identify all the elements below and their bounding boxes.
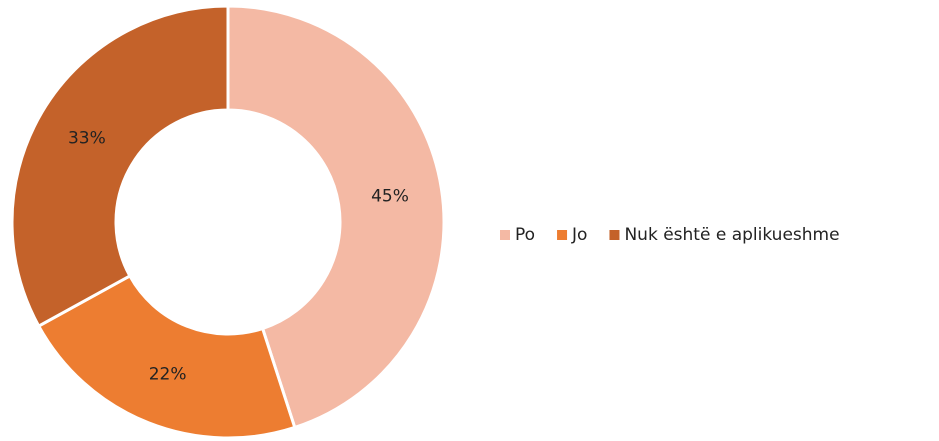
legend-swatch	[500, 230, 510, 240]
slice	[226, 4, 446, 430]
legend-label: Nuk është e aplikueshme	[624, 225, 839, 245]
legend-label: Po	[515, 225, 535, 245]
data-label: 33%	[68, 129, 106, 149]
slice	[10, 4, 230, 329]
data-label: 22%	[149, 364, 187, 384]
legend-label: Jo	[571, 225, 587, 245]
legend-swatch	[557, 230, 568, 240]
legend-swatch	[609, 230, 620, 240]
slice	[36, 273, 297, 440]
data-label: 45%	[371, 186, 409, 206]
